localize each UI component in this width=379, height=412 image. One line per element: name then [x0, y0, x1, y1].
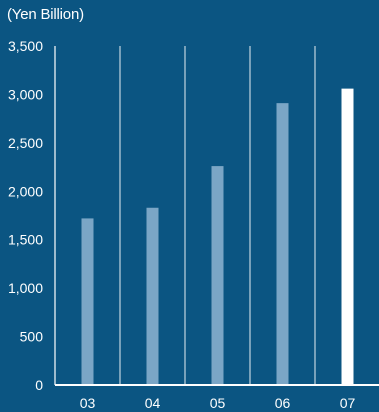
y-tick-label-7: 3,500 — [8, 38, 43, 54]
unit-label: (Yen Billion) — [7, 6, 84, 23]
bar-04 — [146, 207, 159, 385]
labels-layer: 0 500 1,000 1,500 2,000 2,500 3,000 3,500 03 04 05… — [8, 38, 356, 411]
y-tick-label-0: 0 — [35, 377, 43, 393]
bar-06 — [276, 103, 289, 385]
y-tick-label-4: 2,000 — [8, 183, 43, 199]
x-tick-label-04: 04 — [145, 395, 161, 411]
grid-layer — [54, 46, 316, 385]
bars-layer — [81, 88, 354, 386]
y-tick-label-3: 1,500 — [8, 232, 43, 248]
y-tick-label-2: 1,000 — [8, 280, 43, 296]
bar-05 — [211, 166, 224, 385]
x-tick-label-05: 05 — [210, 395, 226, 411]
y-tick-label-6: 3,000 — [8, 86, 43, 102]
x-tick-label-06: 06 — [275, 395, 291, 411]
bar-07 — [341, 88, 354, 386]
bar-03 — [81, 218, 94, 385]
y-tick-label-5: 2,500 — [8, 135, 43, 151]
y-tick-label-1: 500 — [20, 329, 44, 345]
x-tick-label-07: 07 — [340, 395, 356, 411]
x-tick-label-03: 03 — [80, 395, 96, 411]
